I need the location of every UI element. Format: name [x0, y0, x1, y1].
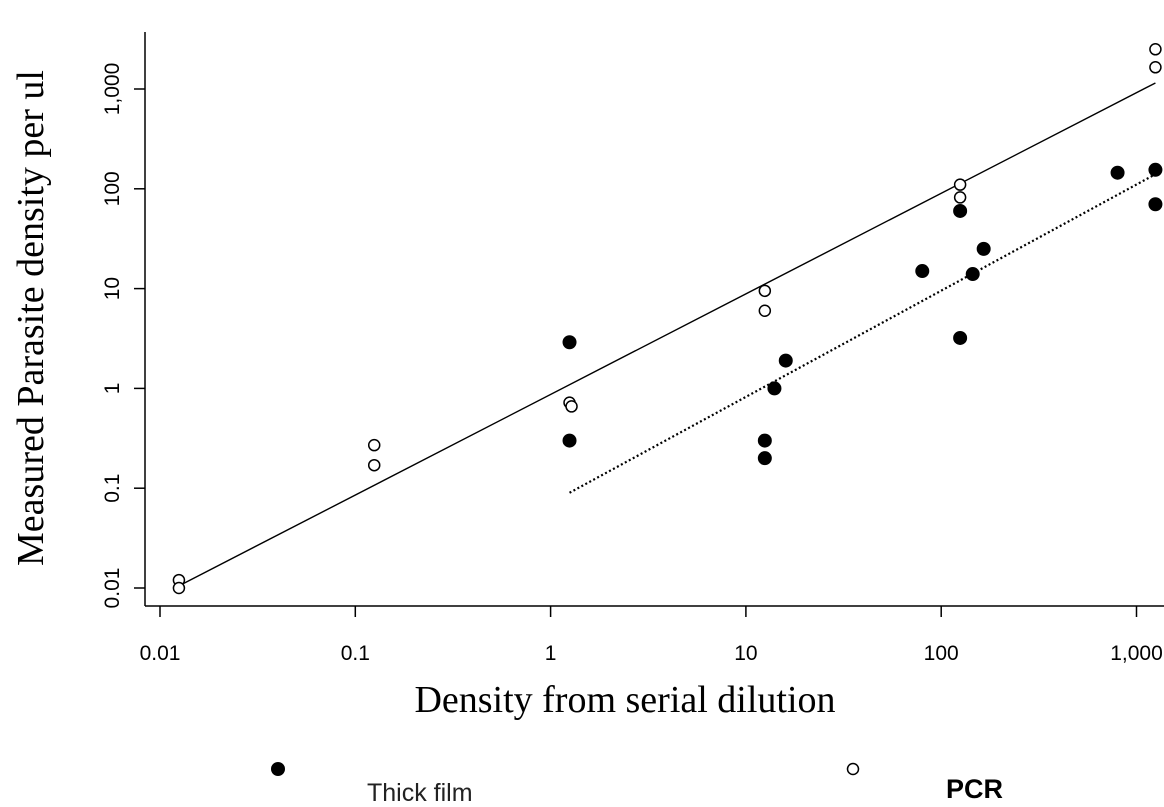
axes — [144, 32, 1164, 607]
x-tick-label: 1 — [545, 642, 557, 665]
legend-marker-pcr — [846, 762, 860, 776]
y-tick-label: 1 — [101, 383, 124, 395]
x-axis-title: Density from serial dilution — [414, 679, 835, 721]
point-thick-film — [953, 330, 968, 345]
x-tick-label: 0.1 — [341, 642, 370, 665]
y-tick-label: 0.01 — [101, 568, 124, 609]
legend-label-pcr: PCR — [946, 774, 1003, 804]
trend-line-pcr — [178, 82, 1156, 587]
x-ticks: 0.01 0.1 1 10 100 1,000 — [140, 606, 1163, 665]
point-pcr — [1149, 43, 1162, 56]
x-tick-label: 100 — [924, 642, 959, 665]
point-thick-film — [976, 241, 991, 256]
point-thick-film — [778, 353, 793, 368]
point-thick-film — [965, 267, 980, 282]
x-tick-label: 10 — [734, 642, 757, 665]
point-thick-film — [757, 433, 772, 448]
point-pcr — [367, 438, 381, 452]
y-axis-title: Measured Parasite density per ul — [10, 70, 52, 566]
point-thick-film — [562, 335, 577, 350]
trend-lines — [178, 82, 1156, 587]
legend-marker-thick-film — [271, 762, 285, 776]
x-tick-label: 1,000 — [1110, 642, 1163, 665]
point-thick-film — [1148, 197, 1163, 212]
data-points — [172, 43, 1163, 595]
y-tick-label: 100 — [101, 171, 124, 206]
point-pcr — [565, 400, 578, 413]
trend-line-thick-film — [569, 173, 1156, 494]
point-pcr — [953, 191, 967, 204]
point-thick-film — [757, 451, 772, 466]
legend: Thick film PCR — [271, 762, 1003, 807]
y-ticks: 0.01 0.1 1 10 100 1,000 — [101, 63, 145, 609]
point-pcr — [758, 284, 772, 298]
point-thick-film — [767, 381, 782, 396]
point-thick-film — [1110, 165, 1125, 180]
point-thick-film — [915, 264, 930, 279]
y-tick-label: 0.1 — [101, 474, 124, 503]
point-pcr — [953, 178, 967, 191]
point-pcr — [1149, 61, 1162, 74]
point-thick-film — [953, 203, 968, 218]
point-thick-film — [1148, 162, 1163, 177]
point-pcr — [172, 581, 186, 595]
y-tick-label: 1,000 — [101, 63, 124, 116]
x-tick-label: 0.01 — [140, 642, 181, 665]
legend-label-thick-film: Thick film — [367, 779, 473, 807]
y-tick-label: 10 — [101, 277, 124, 300]
point-pcr — [367, 458, 381, 472]
point-thick-film — [562, 433, 577, 448]
point-pcr — [758, 304, 772, 317]
